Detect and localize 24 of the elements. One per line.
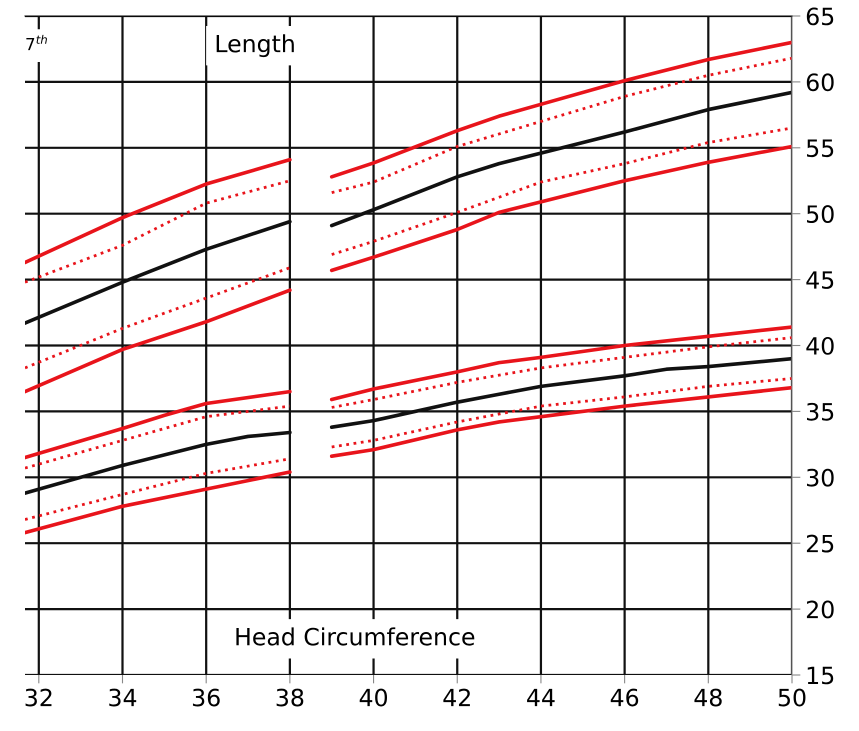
- y-tick-label: 25: [806, 534, 834, 553]
- y-tick-label: 65: [806, 7, 834, 26]
- x-tick-label: 34: [109, 688, 136, 706]
- annotation: 7$^{th}$: [26, 34, 47, 50]
- x-tick-label: 46: [610, 688, 638, 706]
- y-tick-label: 35: [806, 402, 834, 421]
- x-tick-label: 40: [360, 688, 388, 706]
- y-tick-label: 55: [807, 140, 834, 158]
- y-tick-label: 45: [806, 271, 834, 289]
- x-tick-label: 38: [276, 688, 304, 706]
- x-tick-label: 32: [26, 688, 52, 706]
- x-tick-label: 42: [443, 688, 470, 706]
- y-tick-label: 60: [806, 73, 834, 92]
- annotation: Length: [216, 34, 294, 58]
- x-tick-label: 48: [694, 688, 722, 706]
- x-tick-label: 36: [192, 688, 220, 706]
- y-tick-label: 20: [806, 600, 834, 618]
- y-tick-label: 40: [806, 336, 834, 355]
- y-tick-label: 15: [808, 666, 834, 684]
- x-tick-label: 44: [527, 688, 555, 706]
- y-tick-label: 30: [806, 468, 834, 487]
- x-tick-label: 50: [778, 688, 806, 706]
- annotation: Head Circumference: [236, 627, 474, 646]
- y-tick-label: 50: [807, 205, 834, 224]
